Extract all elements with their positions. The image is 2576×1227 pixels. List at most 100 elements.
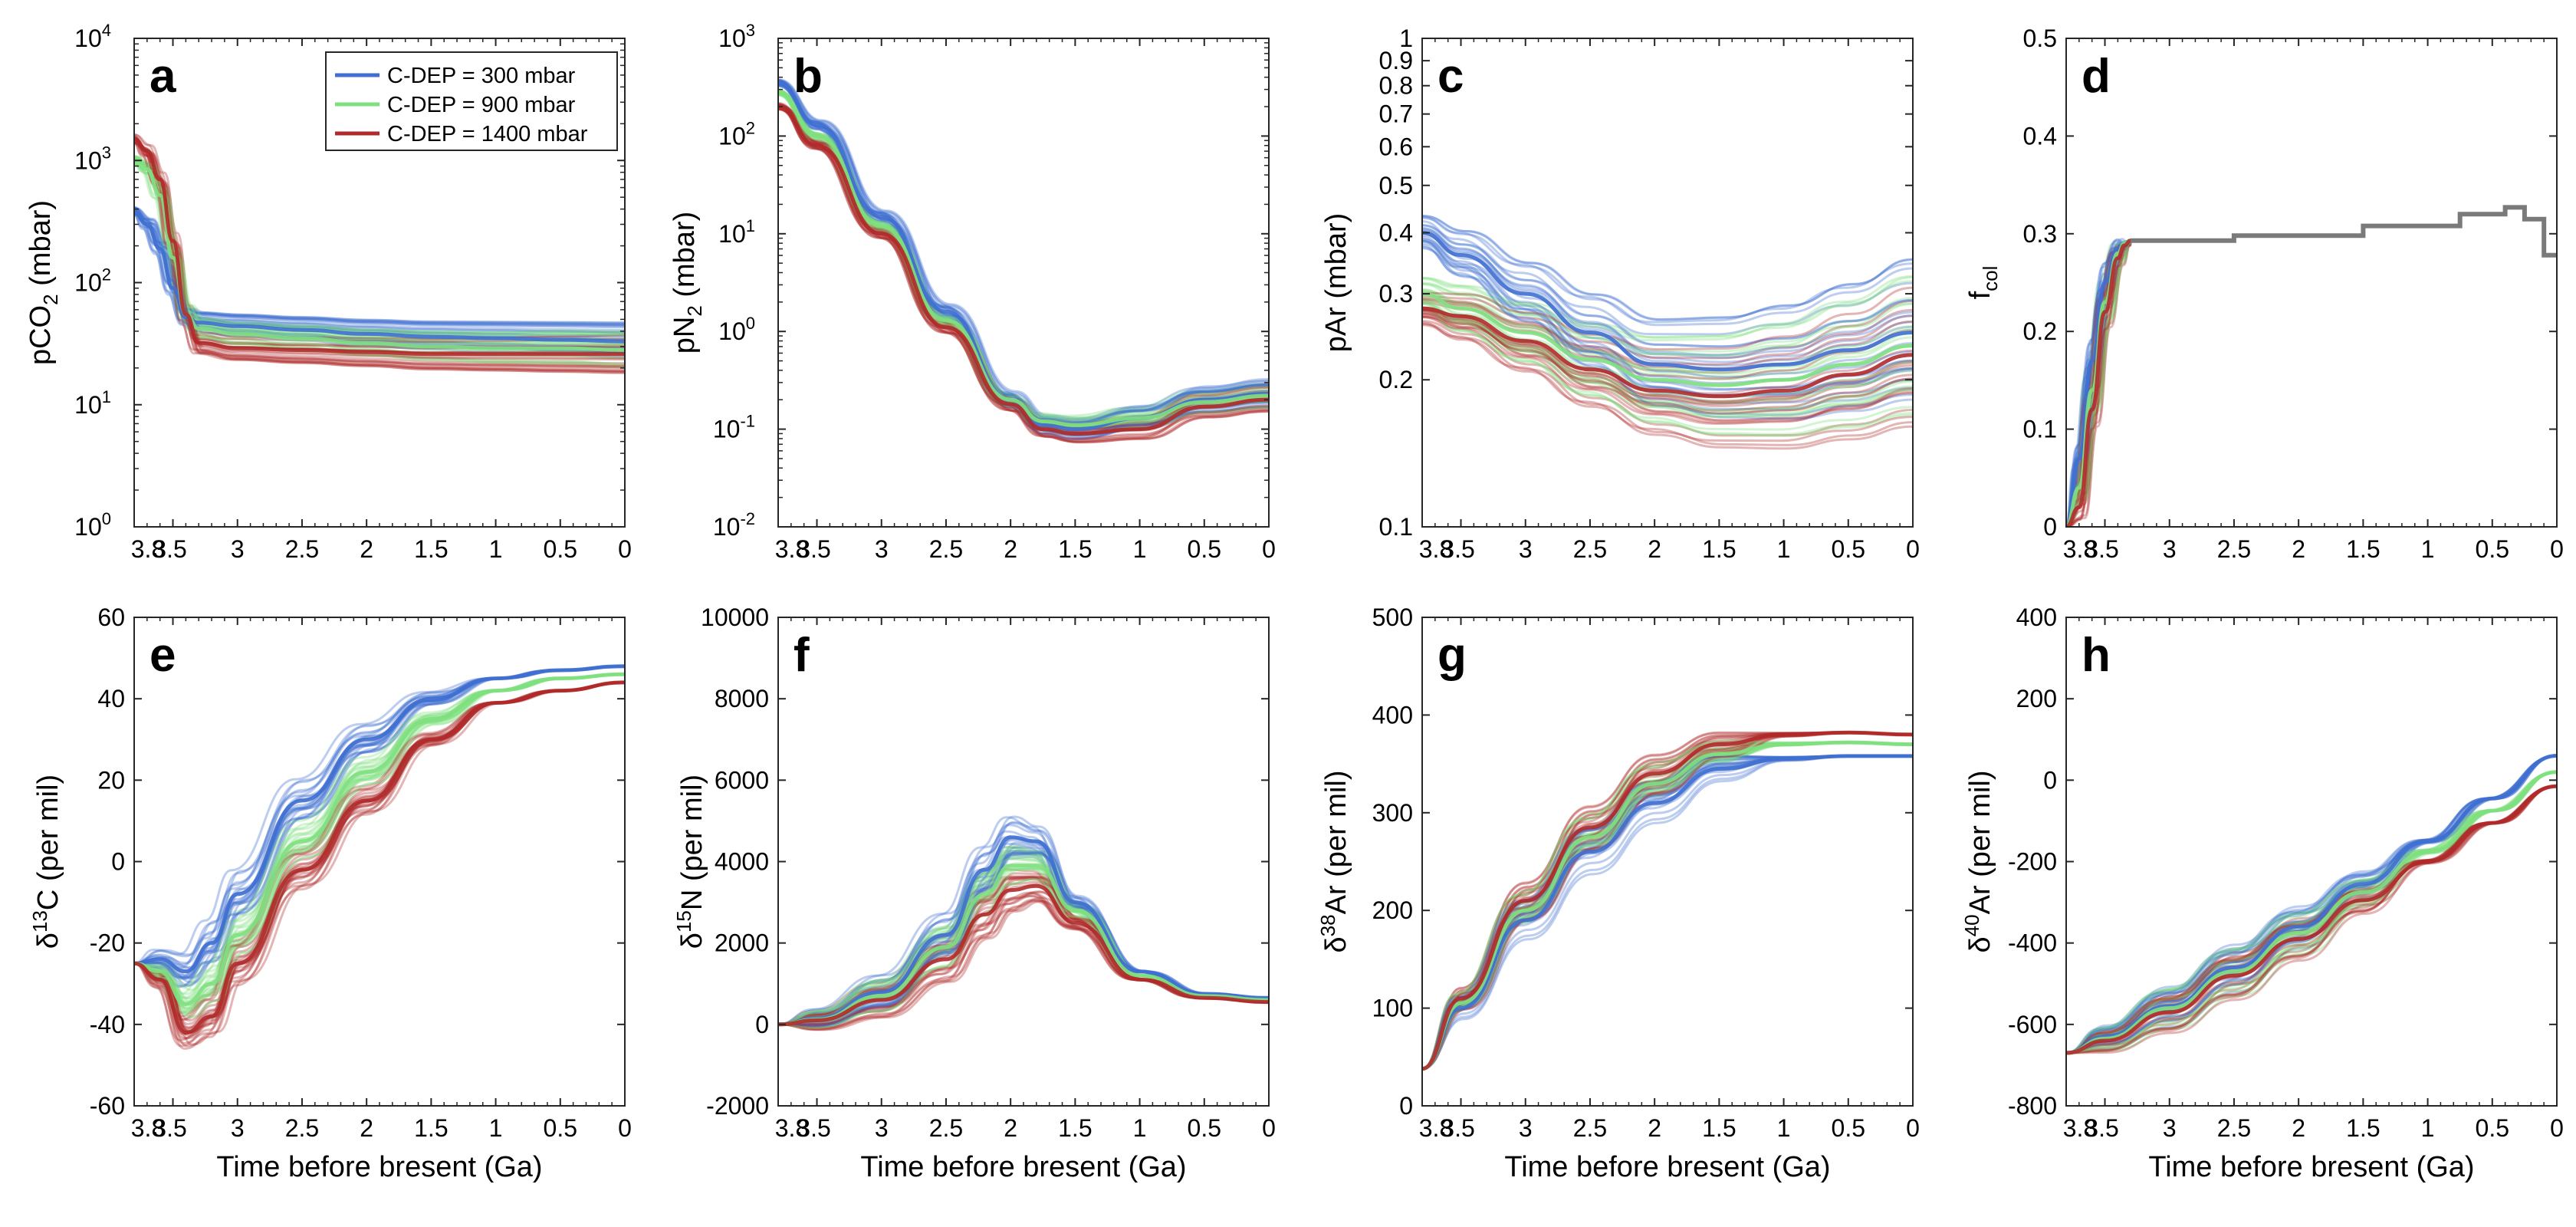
y-tick-label: 400 (2016, 604, 2057, 631)
series-line-c-2 (1422, 299, 1913, 374)
y-tick-label: -40 (90, 1011, 125, 1038)
y-tick-label: 0.6 (1379, 133, 1413, 160)
series-main-c-2 (1422, 306, 1913, 399)
panel-letter-f: f (794, 629, 810, 682)
y-tick-label: 0.5 (2023, 25, 2057, 52)
fcol-step-line (2131, 205, 2557, 258)
x-tick-label: 3.5 (2085, 535, 2118, 563)
series-group-h (2066, 754, 2557, 1055)
series-line-h-1 (2066, 771, 2557, 1054)
y-tick-label: 300 (1372, 799, 1413, 827)
series-line-a-2 (134, 138, 625, 360)
series-main-b-1 (778, 90, 1269, 427)
series-main-g-1 (1422, 740, 1913, 1071)
y-tick-label: 0.7 (1379, 100, 1413, 128)
x-tick-label: 3.5 (1441, 1114, 1474, 1142)
y-tick-label: 400 (1372, 701, 1413, 729)
y-tick-label: 0 (111, 848, 125, 876)
series-line-a-1 (134, 157, 625, 344)
x-tick-label: 1 (1133, 535, 1147, 563)
series-line-d-0 (2066, 239, 2131, 527)
x-tick-label: 1 (2421, 1114, 2435, 1142)
x-tick-label: 3.8 (2063, 535, 2097, 563)
series-line-h-2 (2066, 785, 2557, 1054)
series-group-a (134, 133, 625, 374)
series-line-c-0 (1422, 244, 1913, 411)
series-main-c-1 (1422, 291, 1913, 387)
series-line-h-2 (2066, 785, 2557, 1054)
x-tick-label: 2.5 (929, 1114, 963, 1142)
y-tick-label: 40 (97, 685, 125, 712)
x-tick-label: 3 (875, 1114, 889, 1142)
x-tick-label: 2 (1648, 1114, 1661, 1142)
x-tick-label: 3.8 (775, 535, 809, 563)
x-tick-label: 2.5 (2217, 535, 2251, 563)
series-line-d-2 (2066, 239, 2132, 527)
series-line-c-0 (1422, 224, 1913, 348)
y-tick-label: 0.1 (1379, 513, 1413, 541)
y-tick-label: -600 (2008, 1011, 2057, 1038)
series-main-h-2 (2066, 784, 2557, 1055)
x-axis-label: Time before bresent (Ga) (1504, 1151, 1830, 1183)
x-tick-label: 3.8 (131, 535, 165, 563)
panel-g: 3.83.5 3 2.5 2 1.5 1 0.5 0 0 100 200 300 400 500 δ38Ar… (1316, 604, 1920, 1183)
x-tick-label: 1.5 (1058, 535, 1092, 563)
series-line-c-1 (1422, 282, 1913, 357)
series-line-h-2 (2066, 785, 2557, 1054)
series-main-f-2 (778, 883, 1269, 1027)
series-line-c-2 (1422, 315, 1913, 424)
y-tick-label: 0.8 (1379, 72, 1413, 100)
y-tick-label: 0.5 (1379, 172, 1413, 199)
series-main-g-0 (1422, 754, 1913, 1071)
x-tick-label: 3 (1519, 535, 1533, 563)
series-line-c-2 (1422, 286, 1913, 351)
panel-letter-b: b (794, 50, 823, 103)
x-tick-label: 3.5 (2085, 1114, 2118, 1142)
series-line-h-1 (2066, 771, 2557, 1054)
series-line-c-1 (1422, 308, 1913, 437)
series-line-c-1 (1422, 291, 1913, 381)
series-line-b-2 (778, 107, 1269, 442)
series-line-f-2 (778, 875, 1269, 1026)
series-line-c-2 (1422, 310, 1913, 407)
x-tick-label: 1 (1777, 535, 1791, 563)
series-line-h-0 (2066, 755, 2557, 1054)
series-line-c-0 (1422, 215, 1913, 321)
x-tick-label: 0 (1906, 535, 1920, 563)
y-tick-label: 0.1 (2023, 416, 2057, 443)
series-line-c-2 (1422, 312, 1913, 415)
x-tick-label: 3.8 (2063, 1114, 2097, 1142)
x-axis-label: Time before bresent (Ga) (860, 1151, 1186, 1183)
y-tick-label: 100 (74, 509, 111, 541)
panel-letter-c: c (1438, 50, 1464, 103)
series-line-c-2 (1422, 315, 1913, 423)
x-tick-label: 3 (1519, 1114, 1533, 1142)
x-tick-label: 1.5 (414, 1114, 448, 1142)
x-tick-label: 3.5 (1441, 535, 1474, 563)
series-line-c-1 (1422, 301, 1913, 416)
series-line-d-2 (2066, 239, 2132, 527)
series-line-a-2 (134, 141, 625, 373)
series-line-c-2 (1422, 306, 1913, 395)
x-tick-label: 2 (2292, 1114, 2305, 1142)
x-tick-label: 3.8 (131, 1114, 165, 1142)
x-tick-label: 1.5 (2346, 1114, 2380, 1142)
series-main-c-0 (1422, 231, 1913, 372)
series-line-a-0 (134, 206, 625, 326)
series-line-c-1 (1422, 276, 1913, 339)
y-tick-label: 10000 (701, 604, 769, 631)
x-tick-label: 2 (360, 1114, 373, 1142)
x-tick-label: 2 (360, 535, 373, 563)
series-line-c-2 (1422, 314, 1913, 422)
series-main-f-0 (778, 835, 1269, 1027)
y-tick-label: 60 (97, 604, 125, 631)
x-tick-label: 2.5 (2217, 1114, 2251, 1142)
series-line-d-2 (2066, 239, 2132, 527)
series-line-c-1 (1422, 298, 1913, 403)
series-line-c-0 (1422, 220, 1913, 336)
series-line-c-2 (1422, 316, 1913, 426)
series-line-a-0 (134, 209, 625, 337)
